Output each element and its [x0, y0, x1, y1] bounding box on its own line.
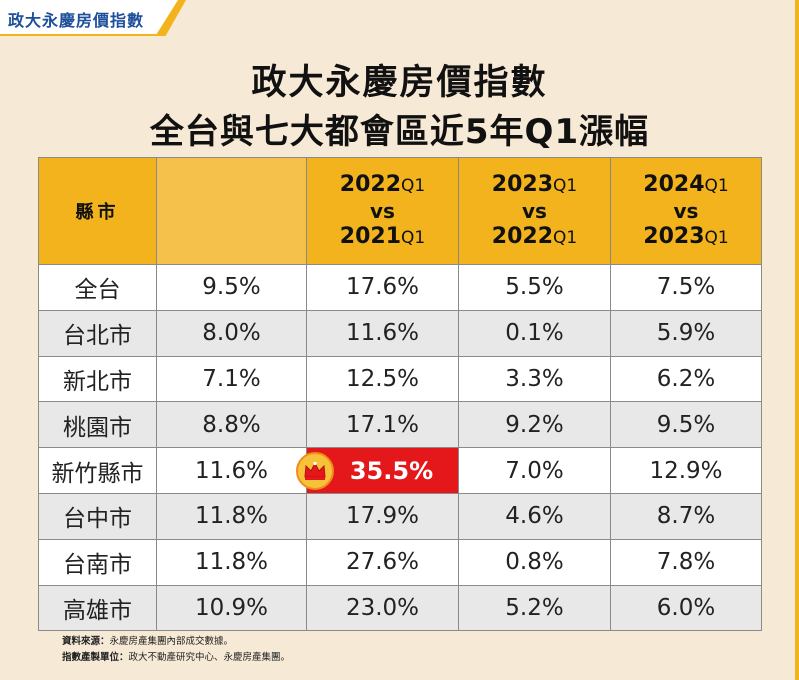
- header-q-b: Q1: [704, 227, 729, 248]
- value-cell: 4.6%: [458, 492, 611, 540]
- value-cell: 6.0%: [610, 584, 762, 632]
- county-cell: 桃園市: [38, 401, 157, 449]
- footer-source: 資料來源：永慶房產集團內部成交數據。: [62, 634, 290, 650]
- footer-source-text: 永慶房產集團內部成交數據。: [109, 636, 234, 647]
- value-cell: 9.5%: [156, 264, 307, 311]
- value-cell: 7.8%: [610, 538, 762, 586]
- header-q-b: Q1: [401, 227, 426, 248]
- column-header-2024: 2024Q1 vs 2023Q1: [610, 157, 762, 265]
- footer-producer-label: 指數產製單位：: [62, 652, 129, 663]
- table-row: 桃園市 8.8% 17.1% 9.2% 9.5%: [38, 401, 762, 449]
- county-cell: 新北市: [38, 355, 157, 403]
- value-cell: 7.5%: [610, 264, 762, 311]
- value-cell: 0.8%: [458, 538, 611, 586]
- table-header-row: 縣市 2022Q1 vs 2021Q1 2023Q1 vs 2022Q1 202…: [38, 157, 762, 265]
- header-year-b: 2021: [339, 223, 402, 249]
- value-cell: 17.9%: [306, 492, 459, 540]
- column-header-county: 縣市: [38, 157, 157, 265]
- table-row: 台中市 11.8% 17.9% 4.6% 8.7%: [38, 492, 762, 540]
- value-cell: 11.8%: [156, 538, 307, 586]
- value-cell: 7.0%: [458, 447, 611, 494]
- footer: 資料來源：永慶房產集團內部成交數據。 指數產製單位：政大不動產研究中心、永慶房產…: [62, 634, 290, 666]
- price-index-table: 縣市 2022Q1 vs 2021Q1 2023Q1 vs 2022Q1 202…: [38, 157, 762, 632]
- county-cell: 新竹縣市: [38, 447, 157, 494]
- county-cell: 台中市: [38, 492, 157, 540]
- county-cell: 高雄市: [38, 584, 157, 632]
- header-q-b: Q1: [553, 227, 578, 248]
- value-cell: 5.2%: [458, 584, 611, 632]
- header-vs: vs: [673, 198, 699, 223]
- footer-producer: 指數產製單位：政大不動產研究中心、永慶房產集團。: [62, 650, 290, 666]
- brand-tab: [0, 0, 178, 34]
- value-cell: 5.9%: [610, 309, 762, 357]
- value-cell: 6.2%: [610, 355, 762, 403]
- header-q-a: Q1: [401, 175, 426, 196]
- value-cell: 12.5%: [306, 355, 459, 403]
- value-cell: 8.0%: [156, 309, 307, 357]
- column-header-2022: 2022Q1 vs 2021Q1: [306, 157, 459, 265]
- value-cell: 17.1%: [306, 401, 459, 449]
- value-cell: 27.6%: [306, 538, 459, 586]
- highlight-value-cell: 35.5%: [296, 447, 459, 494]
- header-q-a: Q1: [704, 175, 729, 196]
- value-cell: 11.6%: [306, 309, 459, 357]
- footer-source-label: 資料來源：: [62, 636, 110, 647]
- table-row: 全台 9.5% 17.6% 5.5% 7.5%: [38, 264, 762, 311]
- value-cell: 12.9%: [610, 447, 762, 494]
- column-header-2023: 2023Q1 vs 2022Q1: [458, 157, 611, 265]
- value-cell: 17.6%: [306, 264, 459, 311]
- table-body: 全台 9.5% 17.6% 5.5% 7.5% 台北市 8.0% 11.6% 0.1% 5.9% 新…: [38, 264, 762, 632]
- header-q-a: Q1: [553, 175, 578, 196]
- crown-icon: [296, 451, 334, 490]
- county-cell: 台南市: [38, 538, 157, 586]
- value-cell: 8.8%: [156, 401, 307, 449]
- header-year-b: 2023: [643, 223, 705, 249]
- value-cell: 7.1%: [156, 355, 307, 403]
- value-cell: 9.5%: [610, 401, 762, 449]
- column-header-blank: [156, 157, 307, 265]
- table-row: 新竹縣市 11.6% 35.5% 7.0% 12.9%: [38, 447, 762, 494]
- value-cell: 11.6%: [156, 447, 307, 494]
- table-row: 台北市 8.0% 11.6% 0.1% 5.9%: [38, 309, 762, 357]
- header-year-a: 2023: [491, 171, 554, 197]
- table-row: 新北市 7.1% 12.5% 3.3% 6.2%: [38, 355, 762, 403]
- header-year-a: 2024: [643, 171, 705, 197]
- brand-label: 政大永慶房價指數: [8, 11, 145, 30]
- value-cell: 9.2%: [458, 401, 611, 449]
- table-row: 台南市 11.8% 27.6% 0.8% 7.8%: [38, 538, 762, 586]
- county-cell: 全台: [38, 264, 157, 311]
- value-cell: 0.1%: [458, 309, 611, 357]
- value-cell: 11.8%: [156, 492, 307, 540]
- highlight-value: 35.5%: [349, 456, 434, 485]
- value-cell: 10.9%: [156, 584, 307, 632]
- value-cell: 23.0%: [306, 584, 459, 632]
- value-cell: 5.5%: [458, 264, 611, 311]
- value-cell: 3.3%: [458, 355, 611, 403]
- header-vs: vs: [522, 198, 547, 223]
- chart-subtitle: 全台與七大都會區近5年Q1漲幅: [149, 112, 650, 152]
- county-cell: 台北市: [38, 309, 157, 357]
- header-vs: vs: [370, 198, 395, 223]
- table-row: 高雄市 10.9% 23.0% 5.2% 6.0%: [38, 584, 762, 632]
- chart-title: 政大永慶房價指數: [251, 63, 548, 103]
- footer-producer-text: 政大不動產研究中心、永慶房產集團。: [128, 652, 291, 663]
- header-year-a: 2022: [339, 171, 402, 197]
- header-year-b: 2022: [491, 223, 554, 249]
- value-cell: 8.7%: [610, 492, 762, 540]
